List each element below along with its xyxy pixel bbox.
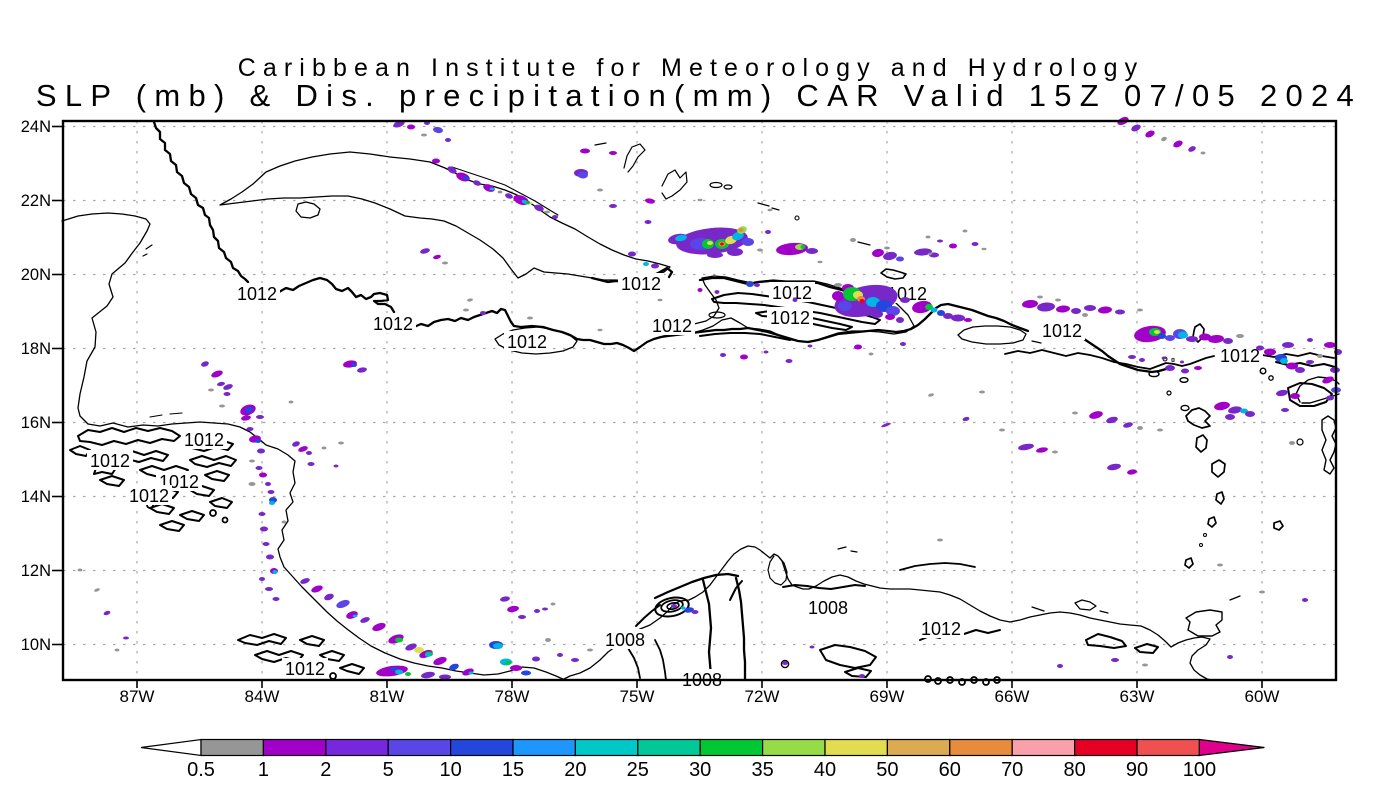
- svg-text:1012: 1012: [887, 284, 927, 304]
- svg-text:40: 40: [814, 759, 836, 781]
- svg-text:78W: 78W: [495, 687, 530, 706]
- svg-text:75W: 75W: [620, 687, 655, 706]
- svg-text:1012: 1012: [921, 619, 961, 639]
- svg-text:16N: 16N: [21, 414, 51, 432]
- svg-text:1012: 1012: [285, 659, 325, 679]
- svg-text:60: 60: [939, 759, 961, 781]
- svg-text:0.5: 0.5: [187, 759, 215, 781]
- svg-text:100: 100: [1183, 759, 1216, 781]
- svg-text:1012: 1012: [772, 283, 812, 303]
- svg-text:84W: 84W: [245, 687, 280, 706]
- svg-text:1012: 1012: [652, 316, 692, 336]
- svg-text:10: 10: [439, 759, 461, 781]
- svg-text:18N: 18N: [21, 340, 51, 358]
- svg-text:87W: 87W: [120, 687, 155, 706]
- svg-text:14N: 14N: [21, 488, 51, 506]
- svg-text:30: 30: [689, 759, 711, 781]
- svg-text:1: 1: [258, 759, 269, 781]
- svg-text:50: 50: [876, 759, 898, 781]
- svg-text:70: 70: [1001, 759, 1023, 781]
- svg-text:24N: 24N: [21, 118, 51, 136]
- svg-text:1012: 1012: [1220, 346, 1260, 366]
- svg-text:69W: 69W: [870, 687, 905, 706]
- svg-text:1008: 1008: [605, 630, 645, 650]
- svg-text:1012: 1012: [373, 314, 413, 334]
- svg-text:20: 20: [564, 759, 586, 781]
- svg-text:1012: 1012: [507, 332, 547, 352]
- svg-text:SLP (mb) & Dis. precipitation(: SLP (mb) & Dis. precipitation(mm) CAR Va…: [36, 78, 1362, 113]
- svg-text:1012: 1012: [621, 274, 661, 294]
- svg-text:60W: 60W: [1245, 687, 1280, 706]
- svg-text:35: 35: [751, 759, 773, 781]
- svg-text:81W: 81W: [370, 687, 405, 706]
- svg-text:80: 80: [1063, 759, 1085, 781]
- svg-text:63W: 63W: [1120, 687, 1155, 706]
- svg-text:1012: 1012: [129, 486, 169, 506]
- svg-text:1008: 1008: [808, 598, 848, 618]
- svg-text:1012: 1012: [237, 284, 277, 304]
- svg-text:90: 90: [1126, 759, 1148, 781]
- svg-text:1012: 1012: [1042, 321, 1082, 341]
- svg-text:66W: 66W: [995, 687, 1030, 706]
- svg-text:22N: 22N: [21, 192, 51, 210]
- svg-text:20N: 20N: [21, 266, 51, 284]
- svg-text:12N: 12N: [21, 562, 51, 580]
- svg-text:2: 2: [320, 759, 331, 781]
- svg-text:72W: 72W: [745, 687, 780, 706]
- svg-text:1012: 1012: [770, 308, 810, 328]
- svg-text:1012: 1012: [184, 430, 224, 450]
- svg-text:15: 15: [502, 759, 524, 781]
- svg-text:Caribbean Institute for Meteor: Caribbean Institute for Meteorology and …: [238, 54, 1145, 82]
- svg-text:5: 5: [383, 759, 394, 781]
- svg-text:1012: 1012: [90, 451, 130, 471]
- svg-text:10N: 10N: [21, 636, 51, 654]
- svg-text:25: 25: [627, 759, 649, 781]
